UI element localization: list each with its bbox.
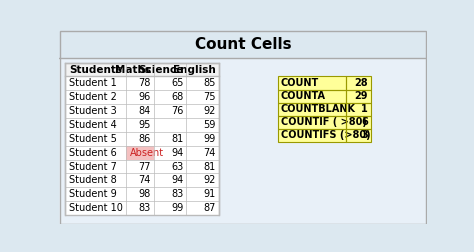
Bar bbox=[346, 103, 371, 116]
Text: 83: 83 bbox=[138, 203, 151, 213]
Bar bbox=[278, 89, 371, 103]
Text: 68: 68 bbox=[171, 92, 183, 102]
Bar bbox=[65, 62, 219, 215]
Bar bbox=[346, 129, 371, 142]
Text: 92: 92 bbox=[203, 106, 216, 116]
Bar bbox=[278, 129, 346, 142]
Bar bbox=[65, 104, 219, 118]
Text: 78: 78 bbox=[138, 78, 151, 88]
Text: 95: 95 bbox=[138, 120, 151, 130]
Bar bbox=[65, 118, 219, 132]
Bar bbox=[65, 146, 219, 160]
Text: 81: 81 bbox=[171, 134, 183, 144]
Text: 74: 74 bbox=[203, 148, 216, 158]
Text: Absent: Absent bbox=[130, 148, 164, 158]
Text: 63: 63 bbox=[171, 162, 183, 172]
Bar bbox=[346, 89, 371, 103]
Bar bbox=[59, 30, 427, 58]
Text: Student 1: Student 1 bbox=[69, 78, 117, 88]
Text: COUNTIFS (>80): COUNTIFS (>80) bbox=[281, 130, 371, 140]
Bar bbox=[65, 160, 219, 173]
Bar bbox=[278, 103, 346, 116]
Bar bbox=[65, 62, 219, 215]
Text: Maths: Maths bbox=[115, 65, 151, 75]
Text: 81: 81 bbox=[203, 162, 216, 172]
Bar bbox=[278, 103, 371, 116]
Text: 94: 94 bbox=[171, 175, 183, 185]
Bar bbox=[278, 76, 346, 89]
Bar bbox=[278, 89, 346, 103]
Bar bbox=[65, 90, 219, 104]
Text: 28: 28 bbox=[354, 78, 368, 88]
Text: 3: 3 bbox=[361, 130, 368, 140]
Text: 98: 98 bbox=[138, 189, 151, 199]
Bar bbox=[278, 129, 371, 142]
Text: English: English bbox=[173, 65, 216, 75]
Bar bbox=[278, 76, 371, 89]
Text: 91: 91 bbox=[203, 189, 216, 199]
Text: Student 6: Student 6 bbox=[69, 148, 117, 158]
Text: COUNT: COUNT bbox=[281, 78, 319, 88]
Text: 74: 74 bbox=[138, 175, 151, 185]
Text: 29: 29 bbox=[354, 91, 368, 101]
Text: Student 8: Student 8 bbox=[69, 175, 117, 185]
Text: 94: 94 bbox=[171, 148, 183, 158]
Text: Students: Students bbox=[69, 65, 122, 75]
Text: 77: 77 bbox=[138, 162, 151, 172]
Bar bbox=[278, 116, 346, 129]
Text: 92: 92 bbox=[203, 175, 216, 185]
Text: COUNTA: COUNTA bbox=[281, 91, 326, 101]
Bar bbox=[65, 62, 219, 76]
Text: 1: 1 bbox=[361, 104, 368, 114]
Text: 75: 75 bbox=[203, 92, 216, 102]
Text: 96: 96 bbox=[138, 92, 151, 102]
Text: 99: 99 bbox=[203, 134, 216, 144]
Bar bbox=[65, 201, 219, 215]
Bar bbox=[126, 146, 154, 160]
Text: 6: 6 bbox=[361, 117, 368, 127]
Text: Science: Science bbox=[138, 65, 183, 75]
Bar bbox=[65, 76, 219, 90]
Text: Student 3: Student 3 bbox=[69, 106, 117, 116]
Text: 86: 86 bbox=[138, 134, 151, 144]
Text: Student 5: Student 5 bbox=[69, 134, 117, 144]
Bar bbox=[346, 76, 371, 89]
Text: 59: 59 bbox=[203, 120, 216, 130]
Text: Student 7: Student 7 bbox=[69, 162, 117, 172]
Text: 76: 76 bbox=[171, 106, 183, 116]
Text: Count Cells: Count Cells bbox=[195, 37, 291, 52]
Bar bbox=[278, 116, 371, 129]
Bar bbox=[65, 173, 219, 187]
Bar bbox=[65, 187, 219, 201]
Bar bbox=[59, 58, 427, 224]
Bar bbox=[65, 132, 219, 146]
Text: Student 9: Student 9 bbox=[69, 189, 117, 199]
Text: 65: 65 bbox=[171, 78, 183, 88]
Text: 85: 85 bbox=[203, 78, 216, 88]
Text: 99: 99 bbox=[171, 203, 183, 213]
Text: Student 4: Student 4 bbox=[69, 120, 117, 130]
Text: COUNTIF ( >80): COUNTIF ( >80) bbox=[281, 117, 367, 127]
Bar bbox=[346, 116, 371, 129]
Text: 83: 83 bbox=[171, 189, 183, 199]
Text: COUNTBLANK: COUNTBLANK bbox=[281, 104, 356, 114]
Text: Student 10: Student 10 bbox=[69, 203, 123, 213]
Text: Student 2: Student 2 bbox=[69, 92, 117, 102]
Text: 87: 87 bbox=[203, 203, 216, 213]
Text: 84: 84 bbox=[138, 106, 151, 116]
